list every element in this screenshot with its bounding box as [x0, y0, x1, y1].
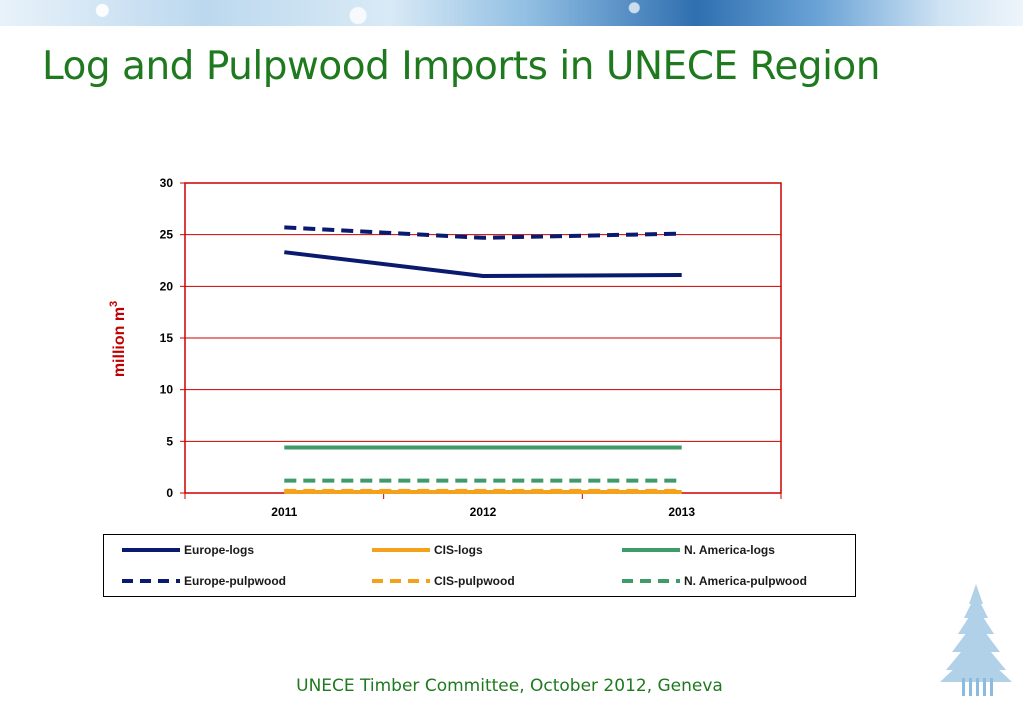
tick-labels: 0 5 10 15 20 25 30 2011 2012 2013 — [160, 176, 696, 519]
x-tick-label: 2012 — [470, 505, 497, 519]
chart-legend: Europe-logs CIS-logs N. America-logs Europe… — [103, 534, 856, 597]
legend-label: N. America-pulpwood — [684, 574, 807, 588]
legend-label: CIS-pulpwood — [434, 574, 515, 588]
svg-text:million m3: million m3 — [108, 301, 128, 377]
legend-item-cis-logs: CIS-logs — [372, 540, 483, 560]
y-axis-label-text: million m — [111, 307, 128, 377]
y-tick-label: 20 — [160, 279, 174, 293]
legend-item-n-america-pulpwood: N. America-pulpwood — [622, 571, 807, 591]
slide-footer: UNECE Timber Committee, October 2012, Ge… — [0, 676, 1023, 696]
tree-logo-icon — [940, 584, 1012, 696]
legend-item-europe-logs: Europe-logs — [122, 540, 254, 560]
x-tick-label: 2013 — [668, 505, 695, 519]
legend-label: CIS-logs — [434, 543, 483, 557]
series-line-europe-logs — [284, 250, 682, 278]
legend-label: Europe-logs — [184, 543, 255, 557]
axes — [180, 182, 782, 499]
legend-swatch — [122, 579, 180, 583]
x-tick-label: 2011 — [271, 505, 297, 519]
legend-swatch — [622, 548, 680, 552]
y-axis-label-superscript: 3 — [108, 301, 120, 307]
footer-text: UNECE Timber Committee, October 2012, Ge… — [296, 676, 723, 696]
legend-label: N. America-logs — [684, 543, 775, 557]
y-tick-label: 25 — [160, 228, 174, 242]
y-tick-label: 0 — [166, 486, 173, 500]
legend-swatch — [372, 548, 430, 552]
series-lines — [284, 225, 682, 494]
legend-item-cis-pulpwood: CIS-pulpwood — [372, 571, 515, 591]
top-banner — [0, 0, 1023, 26]
series-line-europe-pulpwood — [284, 225, 682, 240]
y-tick-label: 15 — [160, 331, 174, 345]
legend-swatch — [622, 579, 680, 583]
legend-item-europe-pulpwood: Europe-pulpwood — [122, 571, 286, 591]
legend-swatch — [372, 579, 430, 583]
legend-label: Europe-pulpwood — [184, 574, 286, 588]
y-tick-label: 10 — [160, 383, 174, 397]
y-tick-label: 30 — [160, 176, 174, 190]
legend-item-n-america-logs: N. America-logs — [622, 540, 775, 560]
legend-swatch — [122, 548, 180, 552]
y-axis-label: million m3 — [108, 301, 128, 377]
slide-title: Log and Pulpwood Imports in UNECE Region — [42, 44, 880, 89]
y-tick-label: 5 — [166, 434, 173, 448]
